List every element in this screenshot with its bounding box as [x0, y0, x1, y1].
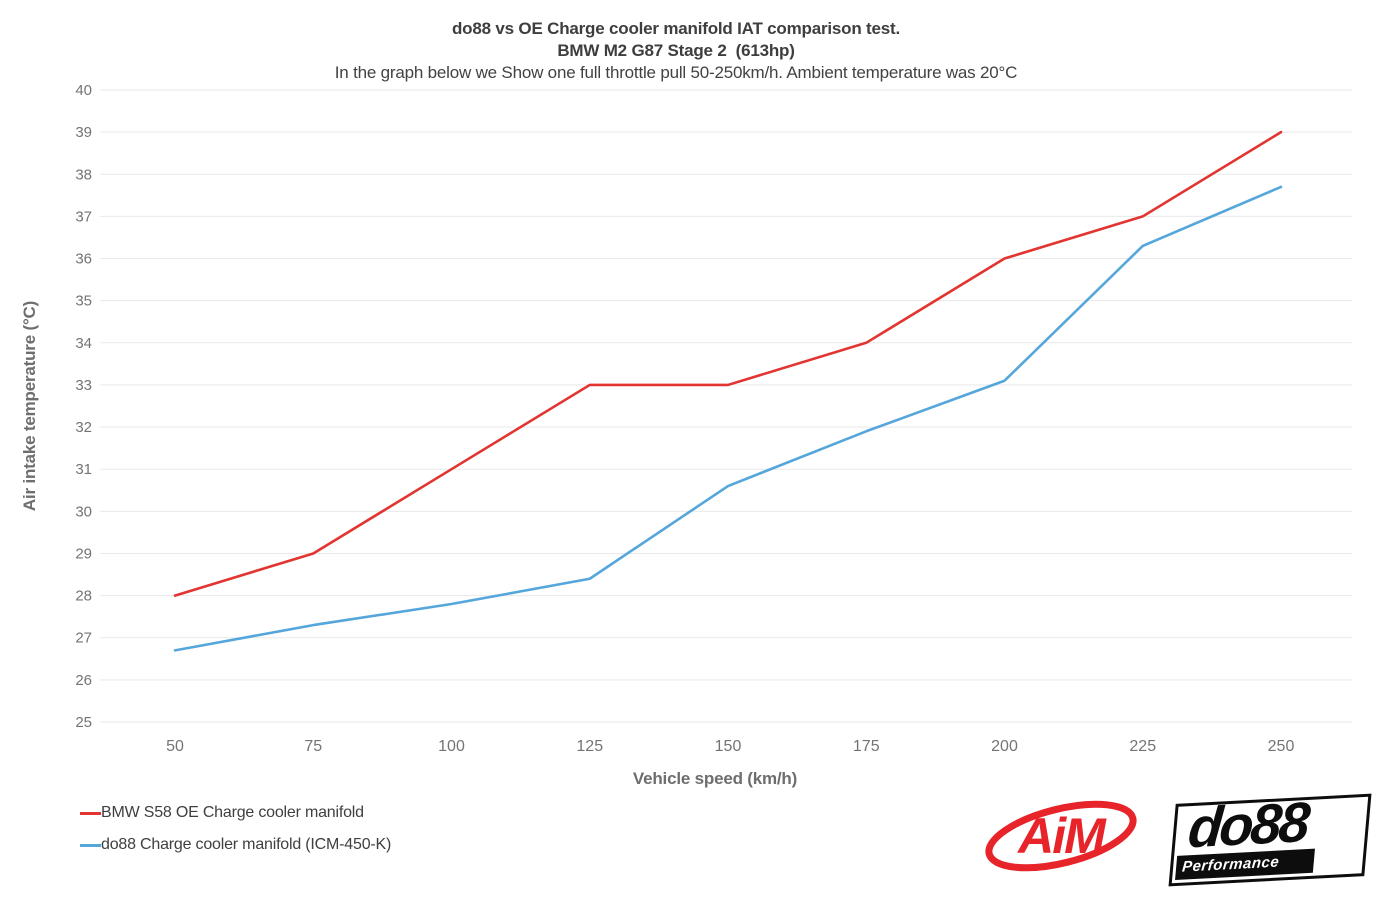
x-tick-label: 75 [304, 738, 322, 755]
x-axis-title: Vehicle speed (km/h) [632, 769, 798, 788]
x-tick-label: 200 [991, 738, 1018, 755]
y-tick-label: 32 [75, 419, 92, 436]
y-tick-label: 33 [75, 377, 92, 394]
y-tick-label: 26 [75, 672, 92, 689]
x-tick-label: 225 [1129, 738, 1156, 755]
aim-logo-text: AiM [1016, 808, 1107, 864]
x-tick-label: 125 [576, 738, 603, 755]
legend-item-do88-manifold: do88 Charge cooler manifold (ICM-450-K) [80, 835, 391, 855]
legend-line-sample-red [80, 811, 101, 815]
y-tick-label: 29 [75, 545, 92, 562]
legend: BMW S58 OE Charge cooler manifold do88 C… [80, 803, 391, 867]
y-tick-label: 40 [75, 82, 92, 99]
legend-line-sample-blue [80, 843, 101, 847]
series-line-do88-manifold [173, 185, 1283, 652]
chart-title: do88 vs OE Charge cooler manifold IAT co… [452, 19, 900, 38]
legend-label-oe-manifold: BMW S58 OE Charge cooler manifold [101, 804, 364, 821]
x-tick-label: 50 [166, 738, 184, 755]
legend-item-oe-manifold: BMW S58 OE Charge cooler manifold [80, 803, 391, 823]
y-axis-title: Air intake temperature (°C) [20, 300, 39, 512]
x-tick-label: 150 [715, 738, 742, 755]
x-tick-label: 250 [1268, 738, 1295, 755]
chart-caption: In the graph below we Show one full thro… [334, 63, 1018, 82]
aim-logo-ellipse [985, 800, 1137, 872]
x-tick-label: 175 [853, 738, 880, 755]
y-tick-label: 28 [75, 588, 92, 605]
y-tick-label: 34 [75, 335, 92, 352]
y-tick-label: 25 [75, 714, 92, 731]
y-tick-label: 30 [75, 503, 92, 520]
y-tick-label: 31 [75, 461, 92, 478]
y-tick-label: 39 [75, 124, 92, 141]
y-tick-label: 35 [75, 293, 92, 310]
do88-logo: do88 Performance [1168, 789, 1372, 887]
y-tick-label: 36 [75, 251, 92, 268]
chart-subtitle: BMW M2 G87 Stage 2 (613hp) [557, 41, 795, 60]
x-tick-label: 100 [438, 738, 465, 755]
aim-logo: AiM [985, 800, 1137, 872]
y-tick-label: 27 [75, 630, 92, 647]
series-line-oe-manifold [173, 130, 1283, 597]
y-tick-label: 37 [75, 208, 92, 225]
y-tick-label: 38 [75, 166, 92, 183]
legend-label-do88-manifold: do88 Charge cooler manifold (ICM-450-K) [101, 836, 392, 853]
chart-title-block: do88 vs OE Charge cooler manifold IAT co… [0, 18, 1352, 83]
do88-logo-text: do88 [1185, 789, 1310, 860]
